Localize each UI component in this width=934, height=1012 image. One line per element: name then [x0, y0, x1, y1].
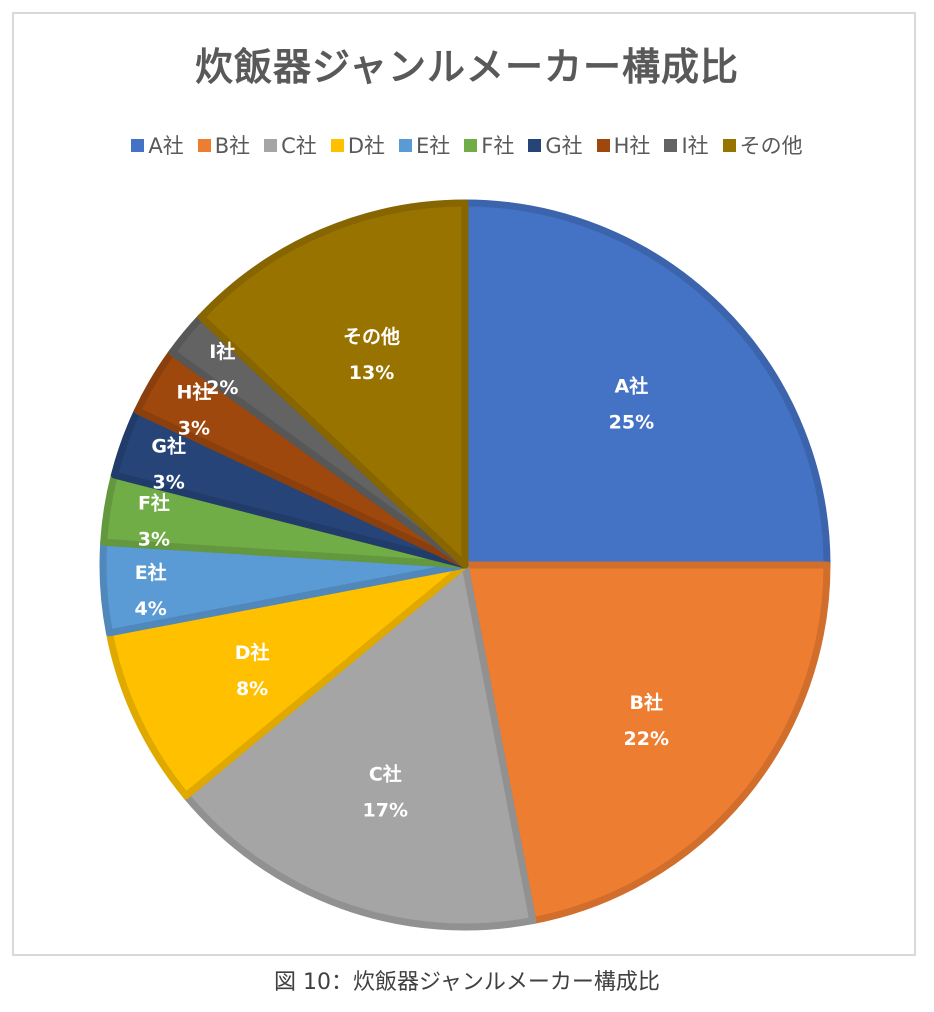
legend-item: G社: [528, 130, 583, 160]
pie-slice-9[interactable]: [197, 199, 469, 569]
slice-category-label: F社: [138, 492, 170, 515]
legend-label: C社: [281, 134, 317, 158]
legend-item: E社: [398, 130, 451, 160]
pie-slice-1[interactable]: [461, 561, 831, 925]
pie-slice-0[interactable]: [461, 199, 831, 569]
legend-item: A社: [131, 130, 184, 160]
legend-swatch-icon: [264, 138, 278, 152]
legend-swatch-icon: [398, 138, 412, 152]
slice-value-label: 2%: [206, 377, 238, 399]
legend-swatch-icon: [722, 138, 736, 152]
slice-value-label: 13%: [349, 362, 394, 384]
slice-value-label: 22%: [624, 728, 669, 750]
legend-label: その他: [739, 134, 803, 158]
legend-label: D社: [347, 134, 385, 158]
slice-category-label: A社: [615, 375, 649, 398]
slice-category-label: D社: [235, 641, 270, 664]
legend-label: F社: [481, 134, 515, 158]
slice-value-label: 17%: [363, 799, 408, 821]
legend-swatch-icon: [464, 138, 478, 152]
legend-item: F社: [464, 130, 514, 160]
slice-category-label: H社: [176, 381, 211, 404]
slice-category-label: I社: [209, 340, 235, 363]
legend-label: A社: [148, 134, 184, 158]
legend-item: H社: [596, 130, 651, 160]
pie-slice-3[interactable]: [105, 561, 469, 800]
legend-swatch-icon: [131, 138, 145, 152]
slice-value-label: 8%: [236, 678, 268, 700]
legend-label: E社: [415, 134, 451, 158]
slice-category-label: B社: [630, 691, 663, 714]
slice-value-label: 3%: [178, 418, 210, 440]
slice-category-label: E社: [135, 561, 167, 584]
pie-slice-2[interactable]: [182, 561, 537, 931]
legend-label: G社: [545, 134, 583, 158]
slice-value-label: 25%: [609, 412, 654, 434]
chart-legend: A社 B社 C社 D社 E社 F社 G社 H社 I社 その他: [0, 130, 934, 160]
legend-swatch-icon: [330, 138, 344, 152]
figure-caption: 図 10：炊飯器ジャンルメーカー構成比: [274, 970, 660, 995]
legend-item: B社: [197, 130, 251, 160]
legend-item: その他: [722, 130, 803, 160]
legend-item: C社: [264, 130, 317, 160]
legend-swatch-icon: [528, 138, 542, 152]
legend-swatch-icon: [197, 138, 211, 152]
slice-category-label: G社: [151, 434, 186, 457]
legend-item: D社: [330, 130, 385, 160]
slice-value-label: 3%: [153, 471, 185, 493]
legend-swatch-icon: [664, 138, 678, 152]
legend-label: I社: [681, 134, 709, 158]
slice-category-label: C社: [369, 762, 402, 785]
legend-label: H社: [613, 134, 651, 158]
slice-value-label: 4%: [135, 598, 167, 620]
legend-swatch-icon: [596, 138, 610, 152]
slice-value-label: 3%: [138, 529, 170, 551]
chart-title: 炊飯器ジャンルメーカー構成比: [194, 45, 740, 89]
slice-category-label: その他: [343, 325, 400, 348]
legend-label: B社: [214, 134, 251, 158]
legend-item: I社: [664, 130, 709, 160]
